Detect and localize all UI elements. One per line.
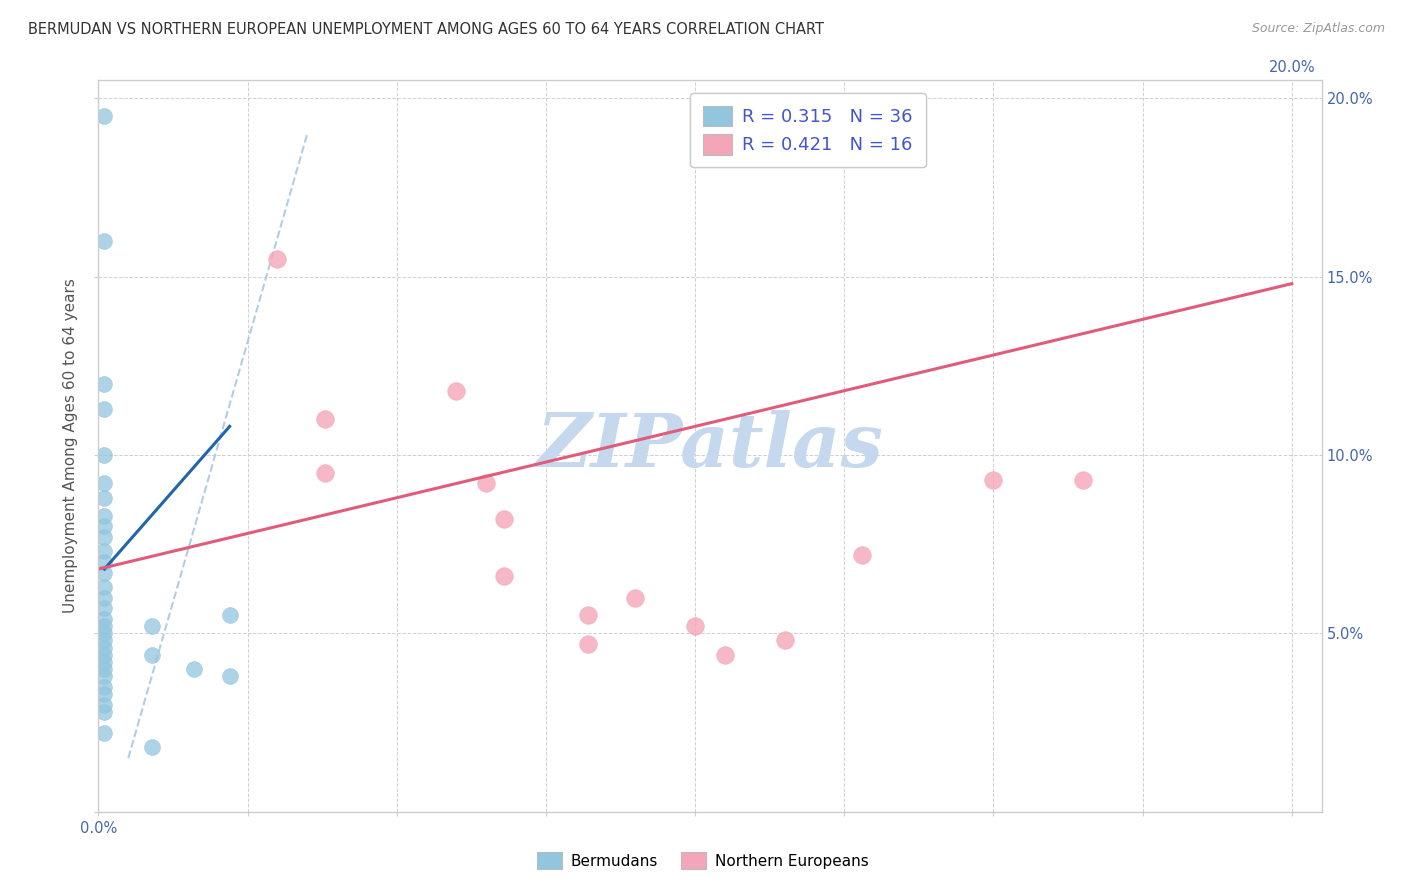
Point — [851, 548, 873, 562]
Text: ZIPatlas: ZIPatlas — [537, 409, 883, 483]
Text: BERMUDAN VS NORTHERN EUROPEAN UNEMPLOYMENT AMONG AGES 60 TO 64 YEARS CORRELATION: BERMUDAN VS NORTHERN EUROPEAN UNEMPLOYME… — [28, 22, 824, 37]
Point — [93, 626, 115, 640]
Point — [314, 466, 336, 480]
Y-axis label: Unemployment Among Ages 60 to 64 years: Unemployment Among Ages 60 to 64 years — [63, 278, 79, 614]
Point — [93, 109, 115, 123]
Point — [1071, 473, 1094, 487]
Point — [983, 473, 1005, 487]
Point — [576, 608, 599, 623]
Point — [93, 566, 115, 580]
Point — [576, 637, 599, 651]
Point — [93, 401, 115, 416]
Point — [475, 476, 498, 491]
Point — [218, 608, 240, 623]
Point — [183, 662, 205, 676]
Point — [494, 569, 516, 583]
Point — [141, 740, 163, 755]
Point — [93, 633, 115, 648]
Point — [141, 619, 163, 633]
Point — [93, 234, 115, 248]
Point — [93, 662, 115, 676]
Point — [93, 612, 115, 626]
Point — [494, 512, 516, 526]
Point — [93, 491, 115, 505]
Point — [93, 669, 115, 683]
Point — [93, 508, 115, 523]
Point — [93, 640, 115, 655]
Point — [93, 376, 115, 391]
Point — [218, 669, 240, 683]
Point — [93, 601, 115, 615]
Point — [93, 726, 115, 740]
Point — [93, 655, 115, 669]
Point — [93, 580, 115, 594]
Point — [93, 544, 115, 558]
Text: Source: ZipAtlas.com: Source: ZipAtlas.com — [1251, 22, 1385, 36]
Point — [93, 476, 115, 491]
Point — [266, 252, 288, 266]
Point — [624, 591, 647, 605]
Point — [93, 555, 115, 569]
Point — [93, 698, 115, 712]
Point — [93, 687, 115, 701]
Point — [714, 648, 737, 662]
Point — [446, 384, 468, 398]
Point — [683, 619, 706, 633]
Point — [93, 519, 115, 533]
Point — [93, 448, 115, 462]
Point — [93, 619, 115, 633]
Point — [773, 633, 796, 648]
Point — [93, 591, 115, 605]
Point — [141, 648, 163, 662]
Point — [93, 705, 115, 719]
Point — [93, 680, 115, 694]
Point — [314, 412, 336, 426]
Legend: R = 0.315   N = 36, R = 0.421   N = 16: R = 0.315 N = 36, R = 0.421 N = 16 — [690, 93, 925, 167]
Point — [93, 530, 115, 544]
Point — [93, 648, 115, 662]
Legend: Bermudans, Northern Europeans: Bermudans, Northern Europeans — [531, 846, 875, 875]
